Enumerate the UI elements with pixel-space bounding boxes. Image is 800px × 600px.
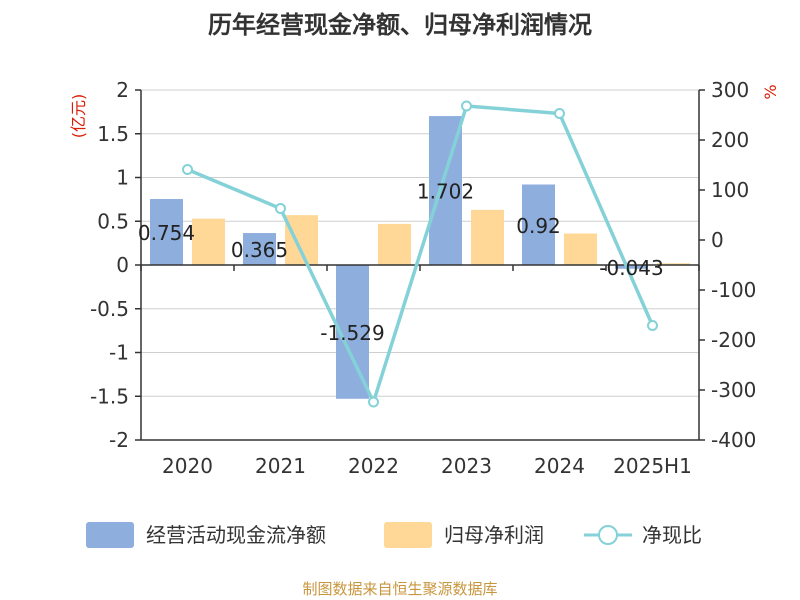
- right-axis-unit: %: [761, 84, 780, 99]
- bar-data-label: -0.043: [599, 256, 663, 280]
- legend-marker: [598, 525, 618, 545]
- bar-data-label: -1.529: [320, 321, 384, 345]
- legend-item-profit: 归母净利润: [384, 522, 544, 548]
- cashflow-bar: [243, 233, 276, 265]
- left-tick-label: -1.5: [90, 384, 129, 408]
- left-tick-label: 0: [116, 253, 129, 277]
- axes: 2 1.5 1 0.5 0 -0.5 -1 -1.5 -2 300 200 100 0 -100 -200 -…: [90, 78, 756, 478]
- legend: 经营活动现金流净额 归母净利润 净现比: [86, 522, 702, 548]
- legend-item-cashflow: 经营活动现金流净额: [86, 522, 326, 548]
- bar-data-label: 0.754: [138, 221, 195, 245]
- profit-bar: [564, 233, 597, 265]
- right-tick-label: -100: [711, 278, 756, 302]
- ratio-line: [182, 100, 658, 408]
- ratio-point: [554, 108, 565, 119]
- bars: [150, 116, 690, 399]
- ratio-point: [182, 164, 193, 175]
- profit-bar: [378, 223, 411, 265]
- right-tick-label: -400: [711, 428, 756, 452]
- left-tick-label: -0.5: [90, 297, 129, 321]
- right-tick-label: 200: [711, 128, 749, 152]
- right-tick-label: 0: [711, 228, 724, 252]
- category-label: 2020: [162, 454, 213, 478]
- profit-bar: [192, 218, 225, 265]
- right-tick-label: -200: [711, 328, 756, 352]
- cashflow-bar: [522, 184, 555, 265]
- left-tick-label: 1: [116, 166, 129, 190]
- ratio-point: [461, 100, 472, 112]
- legend-label: 归母净利润: [444, 523, 544, 547]
- category-label: 2025H1: [613, 454, 692, 478]
- bar-data-label: 1.702: [417, 180, 474, 204]
- right-tick-label: 100: [711, 178, 749, 202]
- chart-title: 历年经营现金净额、归母净利润情况: [208, 11, 592, 39]
- bar-data-label: 0.365: [231, 238, 288, 262]
- left-axis-unit: (亿元): [69, 94, 88, 139]
- category-label: 2021: [255, 454, 306, 478]
- left-tick-label: -2: [109, 428, 129, 452]
- ratio-point: [368, 396, 379, 408]
- left-tick-label: -1: [109, 341, 129, 365]
- profit-bar: [285, 215, 318, 265]
- bar-data-label: 0.92: [516, 214, 561, 238]
- ratio-point: [275, 203, 286, 214]
- data-labels: 0.754 0.365 -1.529 1.702 0.92 -0.043: [138, 180, 664, 345]
- left-tick-label: 0.5: [97, 209, 129, 233]
- category-label: 2022: [348, 454, 399, 478]
- profit-bar: [657, 263, 690, 265]
- legend-label: 净现比: [642, 523, 702, 547]
- category-label: 2023: [441, 454, 492, 478]
- legend-swatch: [384, 522, 432, 548]
- ratio-line-path: [186, 104, 655, 404]
- left-tick-label: 1.5: [97, 122, 129, 146]
- right-tick-label: 300: [711, 78, 749, 102]
- category-label: 2024: [534, 454, 585, 478]
- right-tick-label: -300: [711, 378, 756, 402]
- legend-item-ratio: 净现比: [584, 523, 702, 547]
- source-note: 制图数据来自恒生聚源数据库: [302, 580, 497, 598]
- profit-bar: [471, 209, 504, 265]
- cashflow-bar: [150, 199, 183, 265]
- legend-label: 经营活动现金流净额: [146, 523, 326, 547]
- left-tick-label: 2: [116, 78, 129, 102]
- cashflow-bar: [615, 265, 648, 269]
- ratio-point: [647, 320, 658, 331]
- legend-swatch: [86, 522, 134, 548]
